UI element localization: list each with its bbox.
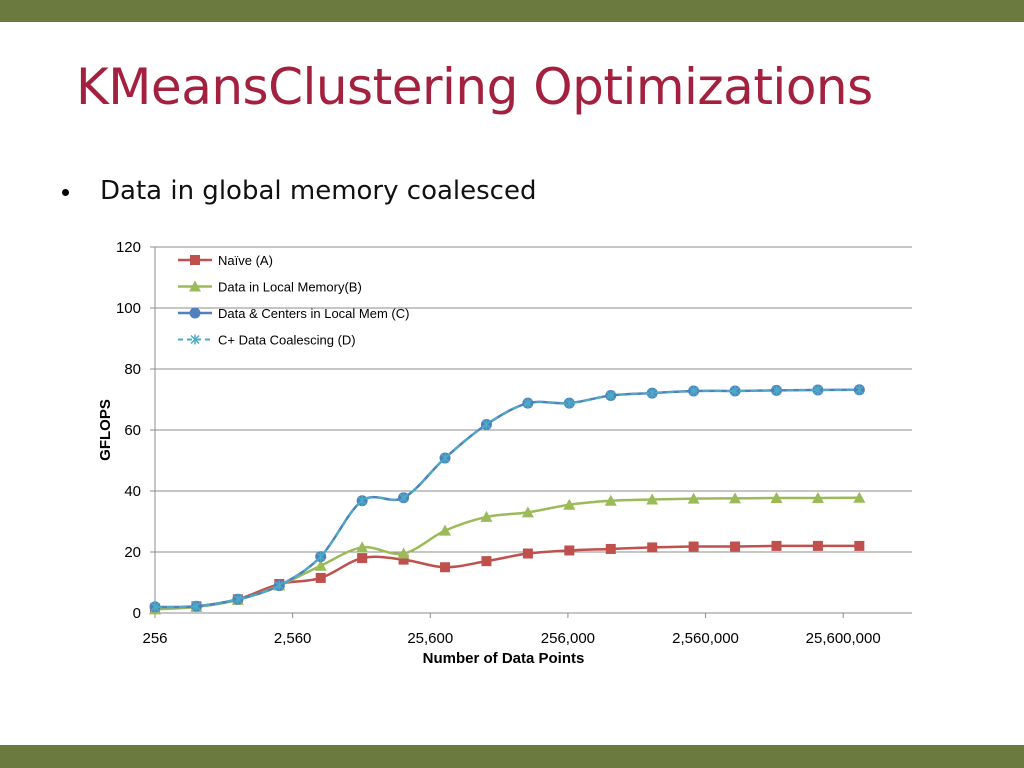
data-point-naive: [771, 540, 782, 551]
data-point-coalescing: [191, 601, 201, 612]
data-point-coalescing: [564, 398, 574, 409]
bullet-dot: [62, 188, 69, 196]
data-point-coalescing: [730, 385, 740, 396]
data-point-coalescing: [316, 551, 326, 562]
data-point-naive: [564, 545, 575, 556]
data-point-coalescing: [606, 390, 616, 401]
legend-marker-local-memory: [189, 280, 201, 292]
data-point-coalescing: [771, 385, 782, 396]
legend: Naïve (A) Data in Local Memory(B) Data & C…: [178, 253, 409, 348]
data-point-coalescing: [523, 398, 533, 409]
series-lines: [149, 384, 866, 615]
top-band: [0, 0, 1024, 22]
data-point-local-memory: [687, 492, 700, 504]
data-point-naive: [854, 540, 865, 551]
series-line-coalescing: [154, 388, 860, 609]
data-point-coalescing: [233, 594, 243, 605]
x-tick-labels: 256 2,560 25,600 256,000 2,560,000 25,600,000: [142, 630, 880, 647]
data-point-local-memory: [729, 492, 742, 504]
y-tick-label: 80: [124, 361, 141, 378]
x-axis-title: Number of Data Points: [423, 650, 585, 667]
data-point-coalescing: [274, 580, 284, 591]
series-line-naive: [154, 544, 860, 610]
data-point-naive: [357, 553, 368, 564]
data-point-local-memory: [356, 541, 369, 553]
data-point-naive: [398, 554, 409, 565]
y-tick-label: 40: [124, 483, 141, 500]
data-point-naive: [730, 541, 741, 552]
slide-title: KMeansClustering Optimizations: [76, 58, 873, 116]
data-point-local-memory: [439, 524, 452, 536]
data-point-coalescing: [440, 453, 450, 464]
legend-marker-centers-local: [189, 307, 201, 319]
x-tick-label: 256,000: [541, 630, 595, 647]
data-point-local-memory: [853, 491, 866, 503]
data-point-naive: [440, 562, 451, 573]
x-tick-label: 2,560,000: [672, 630, 739, 647]
x-tick-label: 25,600,000: [806, 630, 881, 647]
data-point-naive: [812, 540, 823, 551]
data-point-naive: [605, 543, 616, 554]
y-tick-label: 20: [124, 544, 141, 561]
bullet-text: Data in global memory coalesced: [100, 176, 537, 206]
data-point-local-memory: [397, 547, 410, 559]
data-point-local-memory: [646, 493, 659, 505]
y-tick-label: 100: [116, 300, 141, 317]
data-point-coalescing: [399, 492, 409, 503]
data-point-local-memory: [563, 498, 576, 510]
data-point-local-memory: [521, 506, 534, 518]
y-tick-labels: 0 20 40 60 80 100 120: [116, 239, 141, 622]
data-point-naive: [647, 542, 658, 553]
y-tick-label: 120: [116, 239, 141, 256]
chart-axes: [150, 246, 912, 618]
data-point-local-memory: [770, 492, 783, 504]
data-point-coalescing: [481, 419, 491, 430]
data-point-coalescing: [647, 388, 657, 399]
data-point-naive: [481, 556, 492, 567]
data-point-naive: [315, 572, 326, 583]
y-axis-title: GFLOPS: [97, 399, 114, 461]
data-point-local-memory: [480, 510, 493, 522]
y-tick-label: 60: [124, 422, 141, 439]
data-point-coalescing: [854, 384, 864, 395]
legend-label-local-memory: Data in Local Memory(B): [218, 280, 362, 295]
data-point-local-memory: [604, 494, 617, 506]
bullet-item: Data in global memory coalesced: [62, 176, 536, 206]
legend-label-centers-local: Data & Centers in Local Mem (C): [218, 306, 409, 321]
data-point-coalescing: [357, 495, 367, 506]
data-point-naive: [688, 541, 699, 552]
data-point-naive: [522, 548, 533, 559]
data-point-coalescing: [689, 385, 699, 396]
data-point-coalescing: [150, 601, 160, 612]
legend-label-coalescing: C+ Data Coalescing (D): [218, 333, 356, 348]
legend-label-naive: Naïve (A): [218, 253, 273, 268]
data-point-coalescing: [813, 385, 823, 396]
data-point-local-memory: [314, 559, 327, 571]
x-tick-label: 256: [142, 630, 167, 647]
data-point-local-memory: [811, 492, 824, 504]
legend-marker-naive: [190, 255, 200, 265]
y-tick-label: 0: [133, 605, 141, 622]
legend-marker-coalescing: [190, 334, 200, 345]
bottom-band: [0, 745, 1024, 768]
x-tick-label: 25,600: [407, 630, 453, 647]
x-tick-label: 2,560: [274, 630, 312, 647]
